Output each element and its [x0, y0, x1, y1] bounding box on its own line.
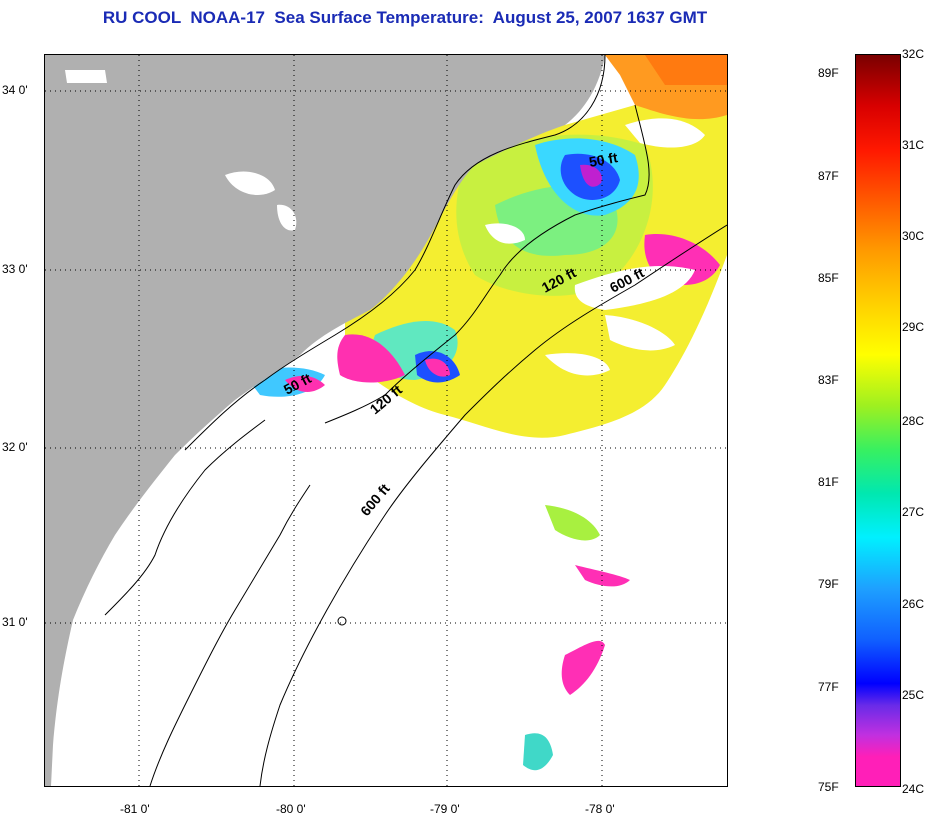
f-label-83: 83F [818, 373, 839, 387]
c-label-32: 32C [902, 47, 925, 61]
f-label-87: 87F [818, 169, 839, 183]
c-label-31: 31C [902, 138, 925, 152]
f-label-81: 81F [818, 475, 839, 489]
f-label-75: 75F [818, 780, 839, 794]
graticule [45, 55, 727, 786]
cloud-mask [485, 118, 705, 376]
lat-label-31: 31 0' [2, 615, 28, 629]
lat-label-32: 32 0' [2, 440, 28, 454]
inland-specks [65, 70, 297, 231]
c-label-24: 24C [902, 782, 925, 796]
c-label-29: 29C [902, 320, 925, 334]
f-label-85: 85F [818, 271, 839, 285]
land-mass [45, 55, 605, 786]
sst-map: 50 ft 120 ft 600 ft 50 ft 120 ft 600 ft [44, 54, 728, 787]
f-label-79: 79F [818, 577, 839, 591]
lon-label-80: -80 0' [276, 802, 306, 816]
c-label-30: 30C [902, 229, 925, 243]
c-label-26: 26C [902, 597, 925, 611]
lat-label-34: 34 0' [2, 83, 28, 97]
lon-label-78: -78 0' [585, 802, 615, 816]
c-label-27: 27C [902, 505, 925, 519]
f-label-89: 89F [818, 66, 839, 80]
f-label-77: 77F [818, 680, 839, 694]
lat-label-33: 33 0' [2, 262, 28, 276]
sst-map-canvas: 50 ft 120 ft 600 ft 50 ft 120 ft 600 ft [45, 55, 727, 786]
contour-label-600ft-south: 600 ft [357, 480, 393, 519]
c-label-28: 28C [902, 414, 925, 428]
lon-label-79: -79 0' [430, 802, 460, 816]
temperature-colorbar [855, 54, 901, 787]
contour-label-50ft-north: 50 ft [588, 149, 619, 170]
c-label-25: 25C [902, 688, 925, 702]
map-title: RU COOL NOAA-17 Sea Surface Temperature:… [102, 8, 708, 27]
lon-label-81: -81 0' [120, 802, 150, 816]
